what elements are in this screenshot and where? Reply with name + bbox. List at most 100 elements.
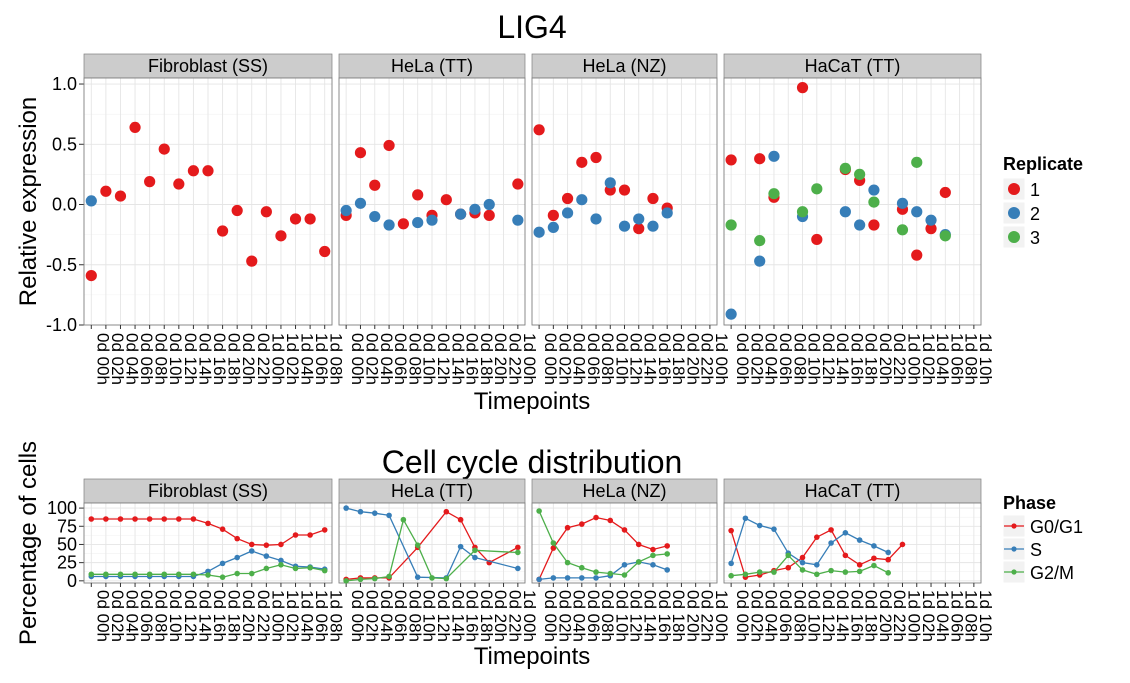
data-point bbox=[114, 190, 127, 202]
data-point bbox=[811, 233, 823, 246]
data-point bbox=[756, 522, 763, 529]
data-point bbox=[650, 552, 656, 559]
x-tick-label: 0d 18h bbox=[477, 590, 496, 642]
data-point bbox=[533, 124, 545, 136]
data-point bbox=[593, 575, 599, 581]
data-point bbox=[854, 168, 866, 180]
data-point bbox=[117, 516, 124, 522]
data-point bbox=[814, 571, 820, 578]
chart-0: LIG4 Relative expression Timepoints 1.0 0.5 0… bbox=[15, 9, 1083, 415]
x-tick-label: 1d 04h bbox=[933, 333, 952, 385]
data-point bbox=[579, 575, 585, 581]
data-point bbox=[799, 554, 806, 561]
facet-label: Fibroblast (SS) bbox=[148, 481, 268, 501]
x-tick-label: 1d 00h bbox=[712, 333, 731, 385]
legend-marker bbox=[1008, 231, 1020, 243]
data-point bbox=[939, 186, 951, 199]
data-point bbox=[369, 210, 381, 223]
data-point bbox=[219, 526, 226, 532]
data-point bbox=[455, 208, 467, 220]
data-point bbox=[202, 165, 214, 177]
data-point bbox=[190, 516, 197, 522]
legend-marker bbox=[1011, 546, 1017, 552]
x-tick-label: 0d 02h bbox=[362, 333, 381, 385]
data-point bbox=[871, 555, 877, 562]
x-tick-label: 1d 00h bbox=[520, 590, 539, 642]
data-point bbox=[856, 537, 863, 543]
data-point bbox=[88, 571, 95, 578]
x-tick-label: 1d 06h bbox=[947, 590, 966, 642]
data-point bbox=[307, 532, 313, 538]
y-tick-label: -1.0 bbox=[46, 315, 77, 335]
facet-label: Fibroblast (SS) bbox=[148, 56, 268, 76]
data-point bbox=[234, 570, 240, 577]
data-point bbox=[633, 223, 645, 235]
data-point bbox=[856, 568, 863, 575]
data-point bbox=[292, 565, 299, 572]
data-point bbox=[576, 156, 588, 168]
x-tick-label: 0d 10h bbox=[612, 333, 631, 385]
facet-strip bbox=[83, 53, 333, 79]
data-point bbox=[321, 527, 328, 533]
data-point bbox=[664, 543, 670, 549]
x-tick-label: 0d 16h bbox=[210, 590, 229, 642]
x-tick-label: 0d 04h bbox=[762, 333, 781, 385]
data-point bbox=[635, 541, 642, 548]
data-point bbox=[842, 552, 849, 559]
x-tick-label: 1d 04h bbox=[298, 333, 317, 385]
data-point bbox=[728, 572, 734, 579]
data-point bbox=[248, 548, 255, 554]
x-tick-label: 0d 16h bbox=[463, 590, 482, 642]
data-point bbox=[650, 546, 656, 553]
data-point bbox=[899, 541, 906, 548]
facet-label: HeLa (NZ) bbox=[582, 56, 666, 76]
data-point bbox=[856, 562, 863, 568]
data-point bbox=[742, 515, 749, 522]
x-tick-label: 0d 02h bbox=[747, 333, 766, 385]
legend-marker bbox=[1011, 569, 1017, 575]
data-point bbox=[828, 540, 834, 546]
data-point bbox=[483, 198, 495, 211]
data-point bbox=[132, 516, 138, 522]
facet-label: HaCaT (TT) bbox=[805, 481, 901, 501]
x-tick-label: 0d 04h bbox=[377, 333, 396, 385]
x-tick-label: 1d 02h bbox=[919, 590, 938, 642]
data-point bbox=[536, 508, 542, 514]
data-point bbox=[868, 219, 880, 231]
data-point bbox=[85, 270, 97, 282]
data-point bbox=[343, 578, 349, 584]
x-tick-label: 0d 12h bbox=[627, 590, 646, 642]
data-point bbox=[896, 197, 909, 209]
data-point bbox=[547, 221, 559, 234]
x-tick-label: 0d 18h bbox=[225, 590, 244, 642]
y-tick-label: 25 bbox=[57, 553, 77, 573]
facet-label: HeLa (TT) bbox=[391, 56, 473, 76]
data-point bbox=[512, 178, 524, 190]
x-tick-label: 0d 22h bbox=[254, 590, 273, 642]
data-point bbox=[854, 219, 866, 231]
x-tick-label: 0d 14h bbox=[448, 590, 467, 642]
data-point bbox=[246, 255, 258, 267]
legend-title: Phase bbox=[1003, 493, 1056, 513]
x-tick-label: 0d 14h bbox=[448, 333, 467, 385]
x-tick-label: 0d 00h bbox=[93, 333, 112, 385]
data-point bbox=[412, 216, 424, 229]
data-point bbox=[440, 194, 452, 206]
data-point bbox=[161, 516, 168, 522]
x-tick-label: 0d 14h bbox=[833, 333, 852, 385]
x-tick-label: 0d 10h bbox=[612, 590, 631, 642]
x-tick-label: 0d 02h bbox=[362, 590, 381, 642]
data-point bbox=[650, 562, 656, 568]
data-point bbox=[132, 571, 138, 578]
data-point bbox=[263, 542, 270, 548]
data-point bbox=[561, 192, 574, 205]
data-point bbox=[219, 560, 226, 567]
data-point bbox=[754, 153, 766, 165]
x-tick-label: 0d 12h bbox=[434, 333, 453, 385]
data-point bbox=[725, 219, 737, 231]
data-point bbox=[216, 225, 229, 237]
data-point bbox=[278, 541, 284, 548]
data-point bbox=[146, 516, 153, 522]
x-tick-label: 0d 08h bbox=[405, 590, 424, 642]
